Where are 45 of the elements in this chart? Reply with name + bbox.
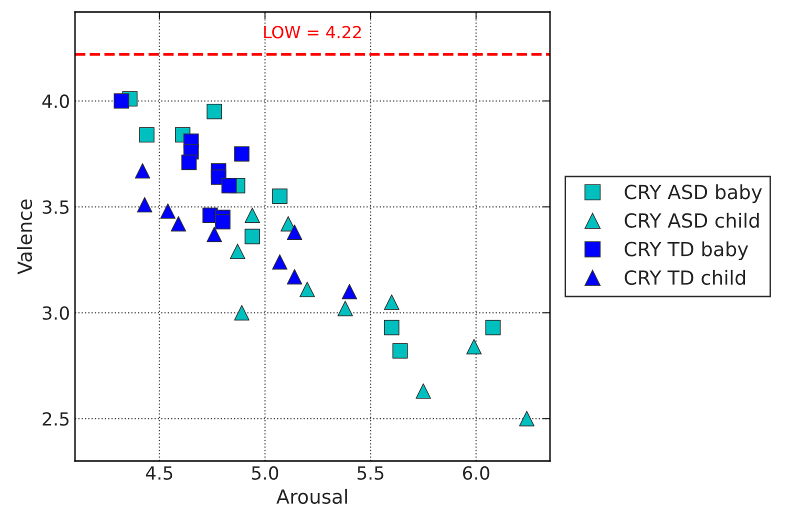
y-tick-label: 3.0 bbox=[42, 306, 69, 320]
point bbox=[234, 146, 250, 162]
point bbox=[485, 320, 501, 336]
point bbox=[181, 154, 197, 170]
point bbox=[416, 383, 432, 399]
point bbox=[206, 104, 222, 120]
point bbox=[170, 216, 186, 232]
legend-label: CRY ASD baby bbox=[624, 184, 762, 204]
point bbox=[244, 208, 260, 224]
point bbox=[466, 338, 482, 354]
point bbox=[160, 203, 176, 219]
point bbox=[230, 244, 246, 260]
point bbox=[519, 410, 534, 426]
point bbox=[384, 320, 400, 336]
x-axis-title: Arousal bbox=[276, 488, 347, 504]
point bbox=[272, 254, 288, 270]
legend-label: CRY TD baby bbox=[624, 241, 748, 260]
point bbox=[134, 163, 150, 179]
point bbox=[342, 284, 358, 300]
y-tick-label: 4.0 bbox=[42, 94, 69, 108]
y-tick-label: 3.5 bbox=[42, 200, 69, 214]
point bbox=[286, 224, 302, 240]
point bbox=[338, 300, 353, 316]
point bbox=[244, 228, 260, 244]
point bbox=[234, 305, 250, 320]
point bbox=[136, 197, 152, 212]
ref-line-label: LOW = 4.22 bbox=[264, 26, 361, 38]
legend-label: CRY TD child bbox=[624, 270, 745, 285]
point bbox=[206, 226, 222, 242]
legend-label: CRY ASD child bbox=[624, 212, 759, 228]
point bbox=[392, 343, 408, 359]
x-tick-label: 6.0 bbox=[463, 466, 490, 480]
x-tick-label: 5.0 bbox=[252, 466, 278, 480]
point bbox=[215, 214, 230, 230]
point bbox=[221, 178, 237, 194]
point bbox=[139, 127, 154, 143]
x-tick-label: 5.5 bbox=[358, 466, 384, 480]
point bbox=[384, 294, 400, 310]
y-tick-label: 2.5 bbox=[42, 412, 69, 426]
point bbox=[114, 93, 130, 109]
point bbox=[286, 269, 302, 284]
point bbox=[272, 188, 288, 204]
x-tick-label: 4.5 bbox=[146, 466, 172, 480]
y-axis-title: Valence bbox=[17, 200, 32, 274]
point bbox=[300, 282, 315, 298]
